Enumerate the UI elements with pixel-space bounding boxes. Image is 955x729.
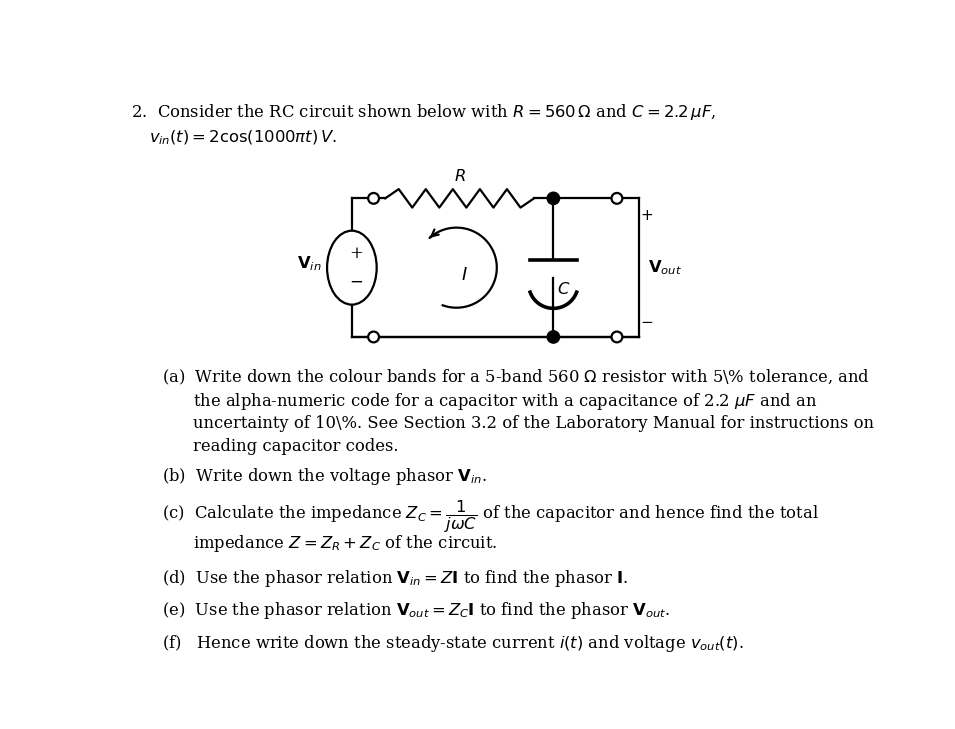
Circle shape [611,332,623,343]
Circle shape [611,193,623,203]
Circle shape [547,192,560,205]
Text: $-$: $-$ [350,273,364,290]
Text: $\mathbf{V}_{in}$: $\mathbf{V}_{in}$ [297,254,322,273]
Text: +: + [350,245,364,262]
Text: $v_{in}(t) = 2\cos(1000\pi t)\,V$.: $v_{in}(t) = 2\cos(1000\pi t)\,V$. [149,128,337,147]
Text: $+$: $+$ [640,208,653,223]
Text: (a)  Write down the colour bands for a 5-band 560 $\Omega$ resistor with 5\% tol: (a) Write down the colour bands for a 5-… [162,367,870,387]
Text: (e)  Use the phasor relation $\mathbf{V}_{out} = Z_C\mathbf{I}$ to find the phas: (e) Use the phasor relation $\mathbf{V}_… [162,600,670,621]
Text: $C$: $C$ [558,281,571,297]
Text: $I$: $I$ [461,266,468,284]
Text: uncertainty of 10\%. See Section 3.2 of the Laboratory Manual for instructions o: uncertainty of 10\%. See Section 3.2 of … [193,415,874,432]
Text: (b)  Write down the voltage phasor $\mathbf{V}_{in}$.: (b) Write down the voltage phasor $\math… [162,467,487,487]
Circle shape [368,332,379,343]
Text: reading capacitor codes.: reading capacitor codes. [193,438,398,455]
Text: 2.  Consider the RC circuit shown below with $R = 560\,\Omega$ and $C = 2.2\,\mu: 2. Consider the RC circuit shown below w… [131,102,716,122]
Text: $R$: $R$ [454,168,465,185]
Text: the alpha-numeric code for a capacitor with a capacitance of 2.2 $\mu F$ and an: the alpha-numeric code for a capacitor w… [193,391,817,412]
Ellipse shape [327,230,376,305]
Text: $-$: $-$ [640,313,653,327]
Text: (f)   Hence write down the steady-state current $i(t)$ and voltage $v_{out}(t)$.: (f) Hence write down the steady-state cu… [162,633,744,654]
Text: $\mathbf{V}_{out}$: $\mathbf{V}_{out}$ [647,258,682,277]
Text: (d)  Use the phasor relation $\mathbf{V}_{in} = Z\mathbf{I}$ to find the phasor : (d) Use the phasor relation $\mathbf{V}_… [162,568,628,589]
Text: (c)  Calculate the impedance $Z_C = \dfrac{1}{j\omega C}$ of the capacitor and h: (c) Calculate the impedance $Z_C = \dfra… [162,499,818,535]
Circle shape [368,193,379,203]
Text: impedance $Z = Z_R + Z_C$ of the circuit.: impedance $Z = Z_R + Z_C$ of the circuit… [193,533,498,553]
Circle shape [547,331,560,343]
